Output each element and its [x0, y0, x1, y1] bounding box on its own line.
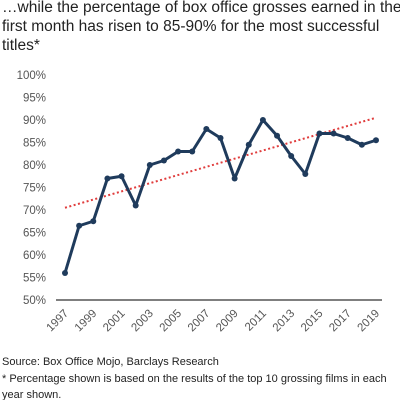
point [132, 202, 139, 209]
x-tick-label: 1997 [45, 308, 72, 335]
x-tick-label: 2015 [299, 308, 326, 335]
x-tick-label: 2013 [271, 308, 298, 335]
point [189, 148, 196, 155]
y-tick-label: 85% [23, 138, 46, 150]
point [90, 218, 97, 225]
x-tick-label: 2003 [129, 308, 156, 335]
point [160, 157, 167, 164]
point [358, 141, 365, 148]
point [217, 135, 224, 141]
y-tick-label: 100% [17, 70, 46, 82]
x-tick-label: 2011 [243, 308, 269, 334]
series-line [63, 118, 377, 274]
point [146, 162, 153, 168]
y-tick-label: 60% [23, 250, 46, 262]
point [330, 130, 337, 137]
x-tick-label: 2019 [356, 308, 383, 335]
point [373, 137, 379, 144]
y-tick-label: 95% [23, 93, 46, 105]
footnote: * Percentage shown is based on the resul… [2, 373, 387, 385]
point [203, 126, 210, 132]
title-line: first month has risen to 85-90% for the … [2, 18, 379, 35]
y-tick-label: 50% [23, 295, 46, 307]
x-tick-label: 2007 [186, 308, 213, 335]
point [175, 148, 182, 155]
title-line: …while the percentage of box office gros… [2, 0, 400, 16]
x-tick-label: 1999 [73, 308, 100, 335]
y-tick-label: 90% [23, 115, 46, 127]
y-tick-label: 70% [23, 205, 46, 217]
y-tick-label: 80% [23, 160, 46, 172]
point [288, 153, 295, 159]
point [104, 175, 111, 182]
y-tick-label: 65% [23, 228, 46, 240]
point [259, 117, 266, 123]
trend-line [64, 116, 377, 209]
title-line: titles* [2, 37, 40, 54]
point [231, 175, 238, 182]
point [274, 132, 281, 139]
footnote: year shown. [2, 389, 61, 400]
source-note: Source: Box Office Mojo, Barclays Resear… [2, 356, 219, 368]
point [118, 173, 125, 180]
x-tick-label: 2001 [101, 308, 128, 335]
point [344, 135, 351, 141]
point [302, 171, 309, 177]
x-tick-label: 2005 [158, 308, 185, 335]
y-tick-label: 75% [23, 183, 46, 195]
x-tick-label: 2009 [214, 308, 241, 335]
y-tick-label: 55% [23, 273, 46, 285]
point [245, 141, 252, 148]
point [76, 222, 83, 229]
point [316, 130, 323, 137]
x-tick-label: 2017 [327, 308, 354, 335]
point [62, 270, 68, 276]
